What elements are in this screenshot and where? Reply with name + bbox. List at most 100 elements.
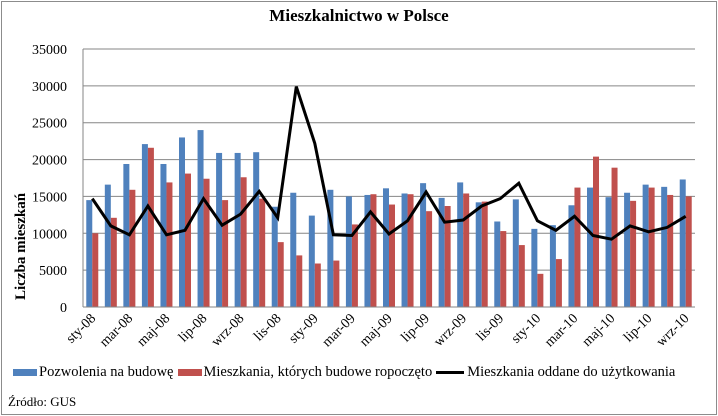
bar-started <box>389 204 395 307</box>
x-tick-label: mar-10 <box>542 311 581 350</box>
bar-permits <box>549 225 556 307</box>
x-tick-label: mar-09 <box>320 311 359 350</box>
bar-started <box>296 255 303 307</box>
bar-permits <box>197 130 204 307</box>
bar-permits <box>420 183 427 307</box>
y-tick-label: 20000 <box>32 154 67 169</box>
bar-permits <box>494 221 501 307</box>
bar-started <box>593 156 599 307</box>
x-tick-label: lip-08 <box>176 311 210 345</box>
x-tick-label: maj-10 <box>580 311 619 350</box>
y-tick-label: 10000 <box>32 227 67 242</box>
bar-permits <box>327 189 334 307</box>
bar-permits <box>401 193 408 307</box>
legend-label: Mieszkania, których budowe ropoczęto <box>203 364 433 380</box>
bar-started <box>537 273 544 307</box>
x-tick-label: lip-10 <box>621 311 655 345</box>
bar-permits <box>475 202 482 307</box>
bar-permits <box>271 206 278 307</box>
bar-permits <box>216 152 223 307</box>
bar-started <box>407 194 414 307</box>
legend-label: Pozwolenia na budowę <box>39 364 174 380</box>
bar-permits <box>179 137 185 307</box>
y-tick-label: 35000 <box>32 43 67 58</box>
x-tick-label: wrz-08 <box>209 311 248 350</box>
y-tick-label: 0 <box>60 301 67 316</box>
y-tick-label: 5000 <box>39 264 67 279</box>
bar-permits <box>290 192 297 307</box>
bar-started <box>240 177 247 307</box>
bar-started <box>222 200 229 307</box>
y-tick-label: 25000 <box>32 117 67 132</box>
bar-permits <box>661 186 668 307</box>
legend-item-permits: Pozwolenia na budowę <box>13 364 174 381</box>
bar-started <box>166 182 173 307</box>
x-tick-label: mar-08 <box>97 311 136 350</box>
bar-permits <box>568 205 575 307</box>
bar-permits <box>457 182 464 307</box>
bar-started <box>648 187 655 307</box>
bar-permits <box>308 215 315 307</box>
legend: Pozwolenia na budowę Mieszkania, których… <box>13 364 679 381</box>
bar-started <box>555 259 562 307</box>
y-tick-label: 30000 <box>32 80 67 95</box>
legend-swatch-red <box>177 369 202 376</box>
bar-permits <box>531 228 538 307</box>
source-note: Źródło: GUS <box>8 394 77 409</box>
legend-swatch-line <box>436 371 465 374</box>
x-tick-label: lis-09 <box>474 311 507 344</box>
bar-permits <box>624 192 631 307</box>
bar-permits <box>587 187 593 307</box>
bar-started <box>574 187 581 307</box>
bar-started <box>481 201 488 307</box>
legend-swatch-blue <box>13 369 37 376</box>
chart-title: Mieszkalnictwo w Polsce <box>269 6 449 25</box>
bar-started <box>92 233 99 307</box>
x-tick-label: maj-08 <box>135 311 174 350</box>
bar-permits <box>141 144 148 307</box>
x-tick-label: lip-09 <box>399 311 433 345</box>
legend-item-started: Mieszkania, których budowe ropoczęto <box>177 364 433 381</box>
x-tick-label: sty-09 <box>286 311 321 346</box>
x-tick-label: wrz-09 <box>431 311 470 350</box>
x-tick-label: sty-10 <box>509 311 544 346</box>
x-tick-label: wrz-10 <box>654 311 693 350</box>
bar-started <box>685 196 692 307</box>
bar-started <box>259 198 266 307</box>
bar-permits <box>605 197 612 307</box>
bar-started <box>444 206 451 307</box>
bar-started <box>630 200 637 307</box>
bar-started <box>147 147 154 307</box>
bar-started <box>351 224 358 307</box>
x-tick-label: maj-09 <box>357 311 396 350</box>
bar-permits <box>642 184 649 307</box>
bar-permits <box>86 200 93 307</box>
bar-started <box>203 178 210 307</box>
line-completed <box>91 86 687 241</box>
bar-started <box>500 231 507 307</box>
bar-started <box>277 242 284 307</box>
bar-permits <box>234 152 241 307</box>
legend-item-completed: Mieszkania oddane do użytkowania <box>436 364 675 381</box>
bar-started <box>129 189 136 307</box>
bar-permits <box>104 184 111 307</box>
bar-started <box>314 263 321 307</box>
bar-started <box>185 173 191 307</box>
bar-permits <box>123 163 130 307</box>
bar-started <box>518 245 525 307</box>
bar-permits <box>345 196 352 307</box>
bar-permits <box>679 179 686 307</box>
x-tick-label: sty-08 <box>64 311 99 346</box>
bar-started <box>426 211 433 307</box>
bar-started <box>110 217 117 307</box>
bar-permits <box>438 197 445 307</box>
bar-started <box>667 194 674 307</box>
y-tick-label: 15000 <box>32 190 67 205</box>
bar-permits <box>160 163 167 307</box>
bar-started <box>463 193 470 307</box>
bar-permits <box>383 188 389 307</box>
legend-label: Mieszkania oddane do użytkowania <box>467 364 676 380</box>
bar-permits <box>253 152 260 307</box>
bar-started <box>333 260 340 307</box>
